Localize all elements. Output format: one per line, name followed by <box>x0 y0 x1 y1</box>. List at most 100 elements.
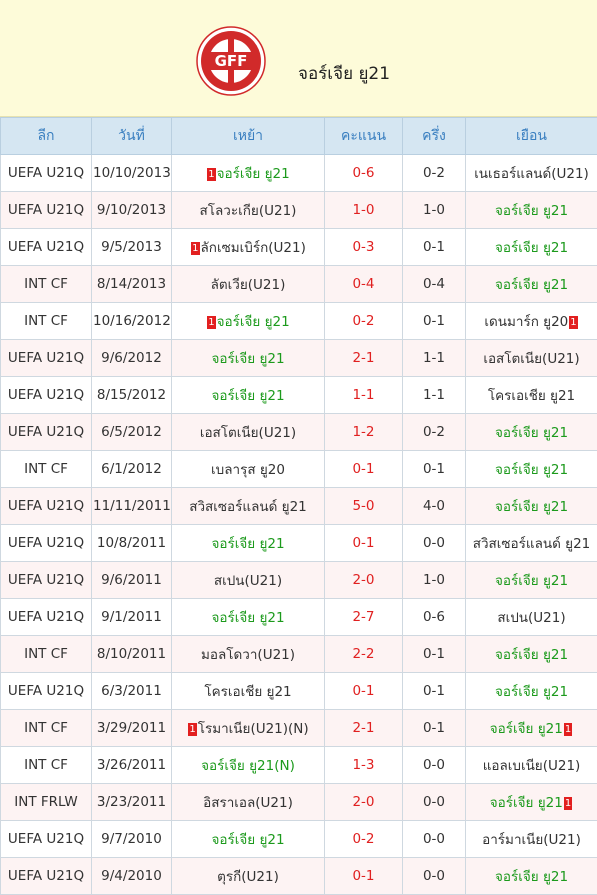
away-team-cell[interactable]: สเปน(U21) <box>466 599 597 636</box>
half-score-cell: 0-1 <box>403 303 466 340</box>
red-card-icon: 1 <box>207 168 215 181</box>
score-cell-text: 0-4 <box>352 276 374 292</box>
away-team-cell[interactable]: จอร์เจีย ยู21 <box>466 414 597 451</box>
away-team-cell[interactable]: จอร์เจีย ยู21 <box>466 636 597 673</box>
away-team-cell[interactable]: จอร์เจีย ยู21 <box>466 451 597 488</box>
league-cell: INT CF <box>1 303 92 340</box>
page: GFF จอร์เจีย ยู21 ลีก วันที่ เหย้า คะแนน… <box>0 0 597 848</box>
score-cell-text: 1-2 <box>352 424 374 440</box>
date-cell-text: 9/1/2011 <box>101 609 162 625</box>
score-cell: 0-3 <box>325 229 403 266</box>
league-cell: UEFA U21Q <box>1 192 92 229</box>
score-cell-text: 2-1 <box>352 720 374 736</box>
home-team-cell[interactable]: จอร์เจีย ยู21 <box>172 377 325 414</box>
score-cell-text: 0-1 <box>352 683 374 699</box>
away-team-cell[interactable]: จอร์เจีย ยู21 <box>466 266 597 303</box>
red-card-icon: 1 <box>207 316 215 329</box>
away-team-cell[interactable]: เอสโตเนีย(U21) <box>466 340 597 377</box>
away-team-cell-text: สวิสเซอร์แลนด์ ยู21 <box>473 536 591 552</box>
date-cell-text: 3/23/2011 <box>97 794 166 810</box>
away-team-cell-text: จอร์เจีย ยู21 <box>495 647 568 663</box>
column-league: ลีก <box>1 118 92 155</box>
matches-table: ลีก วันที่ เหย้า คะแนน ครึ่ง เยือน UEFA … <box>0 117 597 895</box>
half-score-cell: 0-6 <box>403 599 466 636</box>
away-team-cell[interactable]: จอร์เจีย ยู21 <box>466 488 597 525</box>
column-home: เหย้า <box>172 118 325 155</box>
home-team-cell[interactable]: สโลวะเกีย(U21) <box>172 192 325 229</box>
home-team-cell[interactable]: เอสโตเนีย(U21) <box>172 414 325 451</box>
away-team-cell-text: โครเอเชีย ยู21 <box>488 388 575 404</box>
half-score-cell-text: 0-0 <box>423 757 445 773</box>
away-team-cell[interactable]: เนเธอร์แลนด์(U21) <box>466 155 597 192</box>
red-card-icon: 1 <box>564 723 572 736</box>
league-cell-text: INT CF <box>24 646 68 662</box>
league-cell-text: UEFA U21Q <box>8 498 84 514</box>
league-cell: UEFA U21Q <box>1 340 92 377</box>
home-team-cell[interactable]: สวิสเซอร์แลนด์ ยู21 <box>172 488 325 525</box>
home-team-cell[interactable]: อิสราเอล(U21) <box>172 784 325 821</box>
away-team-cell-text: สเปน(U21) <box>497 610 565 626</box>
home-team-cell[interactable]: ตุรกี(U21) <box>172 858 325 895</box>
league-cell-text: UEFA U21Q <box>8 868 84 884</box>
away-team-cell-text: เดนมาร์ก ยู20 <box>484 314 568 330</box>
league-cell: INT CF <box>1 451 92 488</box>
home-team-cell[interactable]: จอร์เจีย ยู21(N) <box>172 747 325 784</box>
score-cell: 2-1 <box>325 710 403 747</box>
away-team-cell[interactable]: จอร์เจีย ยู21 <box>466 229 597 266</box>
column-date: วันที่ <box>92 118 172 155</box>
away-team-cell[interactable]: จอร์เจีย ยู21 <box>466 192 597 229</box>
date-cell-text: 3/26/2011 <box>97 757 166 773</box>
away-team-cell[interactable]: จอร์เจีย ยู21 <box>466 673 597 710</box>
team-title: จอร์เจีย ยู21 <box>298 60 390 87</box>
home-team-cell-text: จอร์เจีย ยู21 <box>211 610 284 626</box>
away-team-cell[interactable]: สวิสเซอร์แลนด์ ยู21 <box>466 525 597 562</box>
date-cell: 10/16/2012 <box>92 303 172 340</box>
away-team-cell[interactable]: จอร์เจีย ยู21 <box>466 858 597 895</box>
half-score-cell-text: 0-1 <box>423 646 445 662</box>
away-team-cell[interactable]: จอร์เจีย ยู21 <box>466 562 597 599</box>
date-cell: 3/29/2011 <box>92 710 172 747</box>
half-score-cell-text: 0-1 <box>423 313 445 329</box>
home-team-cell[interactable]: โครเอเชีย ยู21 <box>172 673 325 710</box>
score-cell-text: 0-2 <box>352 313 374 329</box>
league-cell: UEFA U21Q <box>1 821 92 858</box>
away-team-cell[interactable]: อาร์มาเนีย(U21) <box>466 821 597 858</box>
table-header-row: ลีก วันที่ เหย้า คะแนน ครึ่ง เยือน <box>1 118 597 155</box>
home-team-cell[interactable]: จอร์เจีย ยู21 <box>172 340 325 377</box>
away-team-cell[interactable]: แอลเบเนีย(U21) <box>466 747 597 784</box>
league-cell-text: UEFA U21Q <box>8 350 84 366</box>
league-cell: UEFA U21Q <box>1 229 92 266</box>
home-team-cell[interactable]: เบลารุส ยู20 <box>172 451 325 488</box>
league-cell: UEFA U21Q <box>1 525 92 562</box>
home-team-cell[interactable]: จอร์เจีย ยู21 <box>172 599 325 636</box>
column-half: ครึ่ง <box>403 118 466 155</box>
half-score-cell-text: 0-0 <box>423 535 445 551</box>
date-cell: 9/1/2011 <box>92 599 172 636</box>
league-cell-text: UEFA U21Q <box>8 424 84 440</box>
half-score-cell-text: 1-1 <box>423 387 445 403</box>
away-team-cell[interactable]: โครเอเชีย ยู21 <box>466 377 597 414</box>
home-team-cell[interactable]: สเปน(U21) <box>172 562 325 599</box>
league-cell-text: UEFA U21Q <box>8 202 84 218</box>
home-team-cell[interactable]: จอร์เจีย ยู21 <box>172 525 325 562</box>
home-team-cell[interactable]: ลัตเวีย(U21) <box>172 266 325 303</box>
home-team-cell[interactable]: จอร์เจีย ยู21 <box>172 821 325 858</box>
half-score-cell: 0-0 <box>403 525 466 562</box>
league-cell: UEFA U21Q <box>1 858 92 895</box>
score-cell: 0-1 <box>325 673 403 710</box>
home-team-cell[interactable]: มอลโดวา(U21) <box>172 636 325 673</box>
half-score-cell-text: 0-2 <box>423 424 445 440</box>
